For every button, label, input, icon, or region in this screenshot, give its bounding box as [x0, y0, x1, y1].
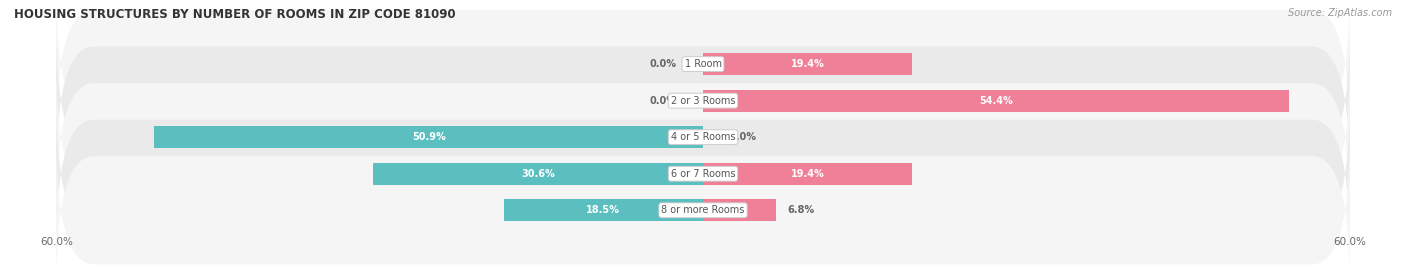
Text: 50.9%: 50.9%	[412, 132, 446, 142]
Text: 19.4%: 19.4%	[790, 169, 824, 179]
FancyBboxPatch shape	[56, 100, 1350, 247]
FancyBboxPatch shape	[56, 63, 1350, 211]
Bar	[703, 163, 912, 185]
Text: 1 Room: 1 Room	[685, 59, 721, 69]
Bar	[703, 90, 1289, 112]
Text: 6 or 7 Rooms: 6 or 7 Rooms	[671, 169, 735, 179]
Text: 0.0%: 0.0%	[650, 59, 676, 69]
Text: HOUSING STRUCTURES BY NUMBER OF ROOMS IN ZIP CODE 81090: HOUSING STRUCTURES BY NUMBER OF ROOMS IN…	[14, 8, 456, 21]
Text: 4 or 5 Rooms: 4 or 5 Rooms	[671, 132, 735, 142]
Text: 2 or 3 Rooms: 2 or 3 Rooms	[671, 96, 735, 106]
Text: Source: ZipAtlas.com: Source: ZipAtlas.com	[1288, 8, 1392, 18]
Bar	[703, 199, 776, 221]
Text: 6.8%: 6.8%	[787, 205, 814, 215]
FancyBboxPatch shape	[56, 136, 1350, 269]
Text: 0.0%: 0.0%	[730, 132, 756, 142]
Text: 18.5%: 18.5%	[586, 205, 620, 215]
Text: 19.4%: 19.4%	[790, 59, 824, 69]
Text: 30.6%: 30.6%	[522, 169, 555, 179]
FancyBboxPatch shape	[56, 27, 1350, 175]
Text: 8 or more Rooms: 8 or more Rooms	[661, 205, 745, 215]
Text: 54.4%: 54.4%	[980, 96, 1014, 106]
Bar	[503, 199, 703, 221]
FancyBboxPatch shape	[56, 0, 1350, 138]
Bar	[373, 163, 703, 185]
Text: 0.0%: 0.0%	[650, 96, 676, 106]
Bar	[703, 53, 912, 75]
Bar	[155, 126, 703, 148]
